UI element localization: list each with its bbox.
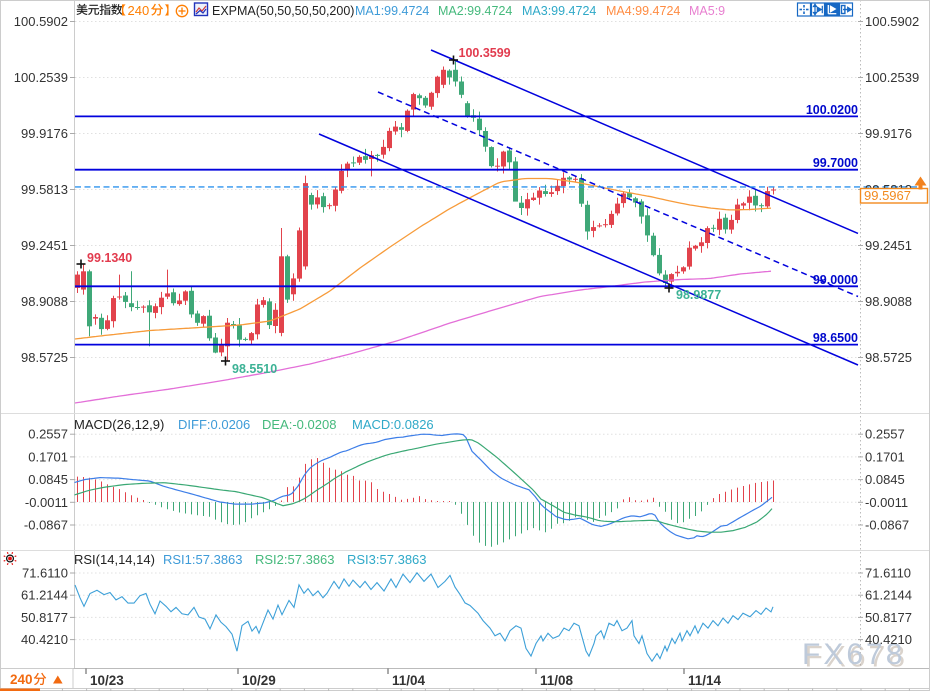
svg-text:71.6110: 71.6110	[22, 565, 68, 580]
svg-text:MACD(26,12,9): MACD(26,12,9)	[74, 417, 164, 432]
svg-text:50.8177: 50.8177	[21, 610, 68, 625]
svg-text:10/29: 10/29	[242, 673, 276, 688]
svg-text:MA5:9: MA5:9	[689, 4, 725, 18]
svg-text:98.6500: 98.6500	[813, 331, 858, 345]
svg-text:RSI1:57.3863: RSI1:57.3863	[163, 552, 243, 567]
svg-text:-0.0011: -0.0011	[25, 495, 68, 510]
svg-text:0.2557: 0.2557	[28, 427, 68, 442]
svg-text:50.8177: 50.8177	[865, 610, 912, 625]
svg-text:MA2:99.4724: MA2:99.4724	[438, 4, 512, 18]
svg-text:98.5510: 98.5510	[232, 362, 277, 376]
svg-text:40.4210: 40.4210	[21, 632, 68, 647]
svg-text:11/04: 11/04	[392, 673, 426, 688]
svg-text:-0.0867: -0.0867	[865, 517, 909, 532]
svg-text:99.0000: 99.0000	[813, 273, 858, 287]
svg-text:99.5967: 99.5967	[864, 188, 911, 203]
svg-text:99.2451: 99.2451	[865, 238, 912, 253]
svg-text:RSI3:57.3863: RSI3:57.3863	[347, 552, 427, 567]
svg-text:100.5902: 100.5902	[14, 14, 68, 29]
svg-text:240: 240	[128, 3, 150, 18]
svg-text:99.1340: 99.1340	[87, 251, 132, 265]
svg-text:99.9176: 99.9176	[21, 126, 68, 141]
svg-text:10/23: 10/23	[90, 673, 124, 688]
svg-text:98.5725: 98.5725	[865, 350, 912, 365]
svg-text:0.1701: 0.1701	[865, 449, 905, 464]
svg-text:RSI2:57.3863: RSI2:57.3863	[255, 552, 335, 567]
svg-text:11/08: 11/08	[540, 673, 574, 688]
svg-text:99.5813: 99.5813	[21, 182, 68, 197]
svg-text:98.9088: 98.9088	[21, 294, 68, 309]
svg-text:99.7000: 99.7000	[813, 156, 858, 170]
svg-text:100.0200: 100.0200	[806, 103, 858, 117]
svg-text:DIFF:0.0206: DIFF:0.0206	[178, 417, 250, 432]
svg-text:40.4210: 40.4210	[865, 632, 912, 647]
svg-text:DEA:-0.0208: DEA:-0.0208	[262, 417, 336, 432]
svg-text:71.6110: 71.6110	[865, 565, 911, 580]
svg-text:FX678: FX678	[805, 641, 908, 674]
svg-text:-0.0867: -0.0867	[24, 517, 68, 532]
svg-text:EXPMA(50,50,50,50,200): EXPMA(50,50,50,50,200)	[212, 4, 354, 18]
svg-text:0.1701: 0.1701	[28, 449, 68, 464]
svg-text:98.5725: 98.5725	[21, 350, 68, 365]
svg-text:MA3:99.4724: MA3:99.4724	[522, 4, 596, 18]
svg-text:0.0845: 0.0845	[28, 472, 68, 487]
svg-text:RSI(14,14,14): RSI(14,14,14)	[74, 552, 155, 567]
svg-text:99.2451: 99.2451	[21, 238, 68, 253]
svg-text:0.0845: 0.0845	[865, 472, 905, 487]
svg-text:98.9088: 98.9088	[865, 294, 912, 309]
svg-text:11/14: 11/14	[688, 673, 722, 688]
svg-text:100.3599: 100.3599	[459, 46, 511, 60]
svg-text:61.2144: 61.2144	[865, 588, 912, 603]
svg-text:99.9176: 99.9176	[865, 126, 912, 141]
svg-text:FX678: FX678	[802, 638, 905, 671]
svg-text:MA4:99.4724: MA4:99.4724	[606, 4, 680, 18]
svg-text:-0.0011: -0.0011	[865, 495, 908, 510]
svg-text:100.2539: 100.2539	[14, 70, 68, 85]
svg-text:MACD:0.0826: MACD:0.0826	[352, 417, 434, 432]
svg-text:61.2144: 61.2144	[21, 588, 68, 603]
svg-text:0.2557: 0.2557	[865, 427, 905, 442]
svg-text:MA1:99.4724: MA1:99.4724	[355, 4, 429, 18]
svg-text:100.2539: 100.2539	[865, 70, 919, 85]
svg-text:240: 240	[10, 672, 33, 687]
svg-text:98.9877: 98.9877	[676, 288, 721, 302]
svg-text:100.5902: 100.5902	[865, 14, 919, 29]
